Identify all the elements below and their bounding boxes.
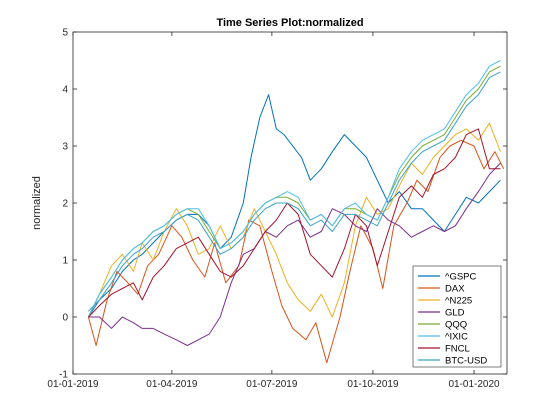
legend-label: ^IXIC: [445, 332, 468, 343]
legend-label: ^N225: [445, 296, 472, 307]
y-tick-label: 4: [62, 85, 68, 96]
chart-title: Time Series Plot:normalized: [216, 17, 363, 29]
legend-label: GLD: [445, 308, 465, 319]
series-line-ixic: [87, 60, 501, 318]
y-axis-label: normalized: [31, 176, 43, 230]
x-tick-label: 01-07-2019: [246, 379, 298, 390]
y-tick-label: -1: [59, 370, 68, 381]
y-tick-label: 1: [62, 256, 68, 267]
series-line-gspc: [87, 94, 501, 318]
x-tick-label: 01-01-2019: [47, 379, 99, 390]
y-tick-label: 2: [62, 199, 68, 210]
x-tick-label: 01-01-2020: [448, 379, 500, 390]
series-line-n225: [87, 122, 501, 318]
y-tick-label: 3: [62, 142, 68, 153]
x-axis: 01-01-2019 01-04-2019 01-07-2019 01-10-2019…: [47, 32, 500, 390]
x-tick-label: 01-10-2019: [347, 379, 399, 390]
y-tick-label: 5: [62, 28, 68, 39]
legend-label: DAX: [445, 284, 465, 295]
series-layer: [87, 60, 505, 364]
legend-label: FNCL: [445, 344, 470, 355]
legend-label: BTC-USD: [445, 356, 487, 367]
x-tick-label: 01-04-2019: [146, 379, 198, 390]
y-tick-label: 0: [62, 313, 68, 324]
series-line-btc-usd: [88, 71, 501, 312]
legend-label: ^GSPC: [445, 272, 477, 283]
legend-label: QQQ: [445, 320, 467, 331]
legend-box: [412, 265, 502, 368]
series-line-dax: [87, 139, 505, 364]
series-line-fncl: [88, 128, 501, 318]
series-line-gld: [88, 162, 501, 346]
y-axis: -1 0 1 2 3 4 5: [59, 28, 507, 381]
